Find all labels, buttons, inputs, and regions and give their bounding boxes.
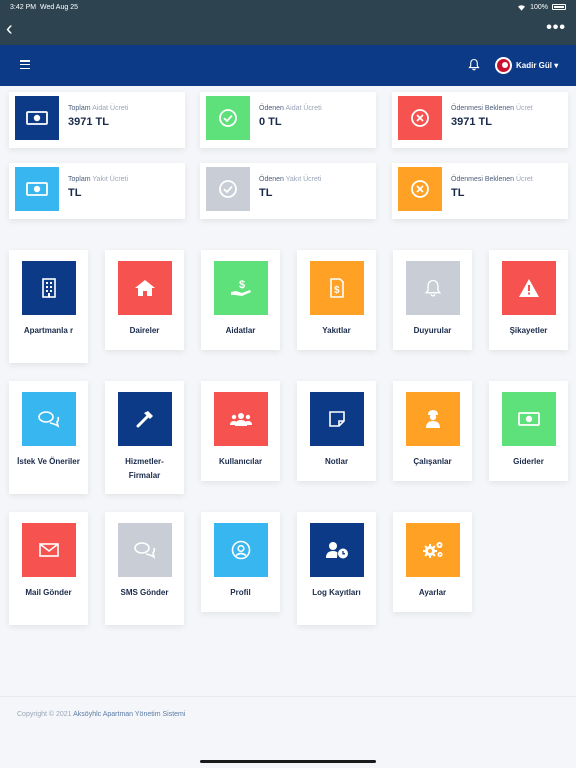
brand-link[interactable]: Aksöyhlc Apartman Yönetim Sistemi bbox=[73, 711, 186, 718]
stat-label: Toplam Aidat Ücreti bbox=[68, 105, 129, 112]
tile-label: Hizmetler-Firmalar bbox=[125, 457, 164, 480]
svg-text:$: $ bbox=[334, 285, 340, 296]
building-icon bbox=[22, 261, 76, 315]
mail-icon bbox=[22, 523, 76, 577]
app-header: Kadir Gül ▾ bbox=[0, 45, 576, 86]
worker-icon bbox=[406, 392, 460, 446]
stat-label: Ödenen Aidat Ücreti bbox=[259, 105, 322, 112]
stat-value: 3971 TL bbox=[451, 116, 492, 128]
battery-percent: 100% bbox=[530, 3, 548, 11]
tile-label: Duyurular bbox=[413, 326, 452, 335]
menu-tile[interactable]: Kullanıcılar bbox=[201, 381, 280, 481]
back-icon[interactable]: ‹ bbox=[6, 18, 13, 40]
check-circle-icon bbox=[206, 96, 250, 140]
status-date: Wed Aug 25 bbox=[39, 3, 78, 11]
stat-card: Ödenen Yakıt Ücreti TL bbox=[200, 163, 376, 219]
invoice-icon: $ bbox=[310, 261, 364, 315]
tile-label: Profil bbox=[230, 588, 251, 597]
menu-tile[interactable]: SMS Gönder bbox=[105, 512, 184, 625]
stat-card: Toplam Aidat Ücreti 3971 TL bbox=[9, 92, 185, 148]
hammer-icon bbox=[118, 392, 172, 446]
notification-bell-icon[interactable] bbox=[468, 58, 480, 71]
money-icon bbox=[15, 167, 59, 211]
check-circle-icon bbox=[206, 167, 250, 211]
tile-label: Aidatlar bbox=[225, 326, 256, 335]
menu-tile[interactable]: Daireler bbox=[105, 250, 184, 350]
note-icon bbox=[310, 392, 364, 446]
stat-value: TL bbox=[68, 187, 82, 199]
hand-dollar-icon: $ bbox=[214, 261, 268, 315]
stat-label: Ödenmesi Beklenen Ücret bbox=[451, 176, 533, 183]
menu-tile[interactable]: $ Aidatlar bbox=[201, 250, 280, 350]
tile-label: Kullanıcılar bbox=[218, 457, 263, 466]
money-icon bbox=[502, 392, 556, 446]
menu-icon[interactable] bbox=[20, 60, 30, 70]
tile-label: Log Kayıtları bbox=[312, 588, 361, 597]
browser-navbar: ‹ ••• bbox=[0, 14, 576, 45]
home-indicator bbox=[200, 760, 376, 763]
menu-tile[interactable]: Notlar bbox=[297, 381, 376, 481]
menu-tile[interactable]: Profil bbox=[201, 512, 280, 612]
menu-tile[interactable]: Apartmanla r bbox=[9, 250, 88, 363]
user-clock-icon bbox=[310, 523, 364, 577]
menu-tile[interactable]: $ Yakıtlar bbox=[297, 250, 376, 350]
chat-icon bbox=[118, 523, 172, 577]
avatar[interactable] bbox=[495, 57, 512, 74]
x-circle-icon bbox=[398, 96, 442, 140]
tile-label: Apartmanla r bbox=[23, 326, 74, 335]
stat-label: Ödenen Yakıt Ücreti bbox=[259, 176, 322, 183]
tile-label: Mail Gönder bbox=[25, 588, 72, 597]
user-name: Kadir Gül bbox=[516, 61, 553, 70]
stat-card: Toplam Yakıt Ücreti TL bbox=[9, 163, 185, 219]
menu-tile[interactable]: Log Kayıtları bbox=[297, 512, 376, 625]
footer-divider bbox=[0, 696, 576, 697]
battery-icon bbox=[552, 4, 566, 10]
menu-tile[interactable]: İstek Ve Öneriler bbox=[9, 381, 88, 494]
status-bar: 3:42 PM Wed Aug 25 100% bbox=[0, 0, 576, 14]
home-icon bbox=[118, 261, 172, 315]
user-menu[interactable]: Kadir Gül ▾ bbox=[516, 61, 559, 70]
tile-label: SMS Gönder bbox=[120, 588, 169, 597]
stat-card: Ödenmesi Beklenen Ücret 3971 TL bbox=[392, 92, 568, 148]
stat-value: 0 TL bbox=[259, 116, 282, 128]
tile-label: Şikayetler bbox=[509, 326, 548, 335]
status-time: 3:42 PM bbox=[10, 3, 37, 11]
user-circle-icon bbox=[214, 523, 268, 577]
stat-card: Ödenmesi Beklenen Ücret TL bbox=[392, 163, 568, 219]
stat-value: 3971 TL bbox=[68, 116, 109, 128]
menu-tile[interactable]: Mail Gönder bbox=[9, 512, 88, 625]
menu-tile[interactable]: Giderler bbox=[489, 381, 568, 481]
gears-icon bbox=[406, 523, 460, 577]
wifi-icon bbox=[518, 4, 526, 11]
tile-label: Notlar bbox=[324, 457, 349, 466]
copyright-text: Copyright © 2021 bbox=[17, 711, 74, 718]
stat-value: TL bbox=[451, 187, 465, 199]
menu-tile[interactable]: Şikayetler bbox=[489, 250, 568, 350]
users-icon bbox=[214, 392, 268, 446]
menu-tile[interactable]: Hizmetler-Firmalar bbox=[105, 381, 184, 494]
tile-label: Giderler bbox=[513, 457, 544, 466]
money-icon bbox=[15, 96, 59, 140]
tile-label: Daireler bbox=[129, 326, 160, 335]
warning-icon bbox=[502, 261, 556, 315]
x-circle-icon bbox=[398, 167, 442, 211]
chat-icon bbox=[22, 392, 76, 446]
tile-label: İstek Ve Öneriler bbox=[17, 457, 80, 466]
more-icon[interactable]: ••• bbox=[546, 19, 566, 36]
footer: Copyright © 2021 Aksöyhlc Apartman Yönet… bbox=[17, 711, 185, 718]
svg-text:$: $ bbox=[239, 279, 245, 291]
menu-tile[interactable]: Duyurular bbox=[393, 250, 472, 350]
menu-tile[interactable]: Çalışanlar bbox=[393, 381, 472, 481]
tile-label: Ayarlar bbox=[418, 588, 447, 597]
menu-tile[interactable]: Ayarlar bbox=[393, 512, 472, 612]
bell-icon bbox=[406, 261, 460, 315]
stat-label: Toplam Yakıt Ücreti bbox=[68, 176, 129, 183]
stat-value: TL bbox=[259, 187, 273, 199]
stat-card: Ödenen Aidat Ücreti 0 TL bbox=[200, 92, 376, 148]
stat-label: Ödenmesi Beklenen Ücret bbox=[451, 105, 533, 112]
tile-label: Yakıtlar bbox=[322, 326, 351, 335]
tile-label: Çalışanlar bbox=[413, 457, 452, 466]
